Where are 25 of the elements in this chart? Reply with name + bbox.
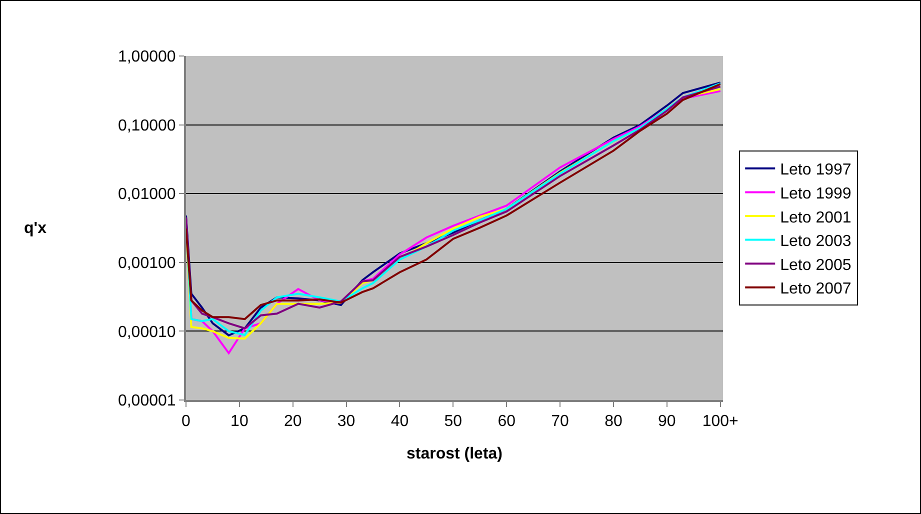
- y-tick-label: 1,00000: [118, 48, 176, 66]
- y-axis-title: q'x: [24, 220, 47, 237]
- x-tick-label: 70: [551, 413, 570, 430]
- legend-label: Leto 2007: [780, 280, 852, 298]
- legend-label: Leto 2003: [780, 233, 852, 250]
- x-tick-label: 30: [337, 413, 356, 430]
- x-tick-label: 80: [604, 413, 622, 430]
- legend-label: Leto 2005: [780, 256, 852, 274]
- y-tick-label: 0,00010: [118, 324, 176, 341]
- x-tick-label: 10: [230, 413, 248, 430]
- x-tick-label: 50: [444, 413, 462, 430]
- legend-label: Leto 1999: [780, 185, 852, 202]
- legend-label: Leto 1997: [780, 162, 852, 179]
- y-tick-label: 0,01000: [118, 186, 176, 204]
- x-tick-label: 90: [658, 413, 676, 430]
- x-tick-label: 0: [182, 413, 191, 430]
- x-axis-title: starost (leta): [406, 445, 503, 462]
- x-tick-label: 40: [390, 413, 409, 430]
- x-tick-label: 20: [284, 413, 302, 430]
- x-tick-label: 100+: [702, 413, 738, 430]
- y-tick-label: 0,00100: [118, 255, 176, 272]
- y-tick-label: 0,00001: [118, 392, 176, 410]
- y-tick-label: 0,10000: [118, 117, 176, 134]
- legend-label: Leto 2001: [780, 209, 852, 226]
- x-tick-label: 60: [498, 413, 516, 430]
